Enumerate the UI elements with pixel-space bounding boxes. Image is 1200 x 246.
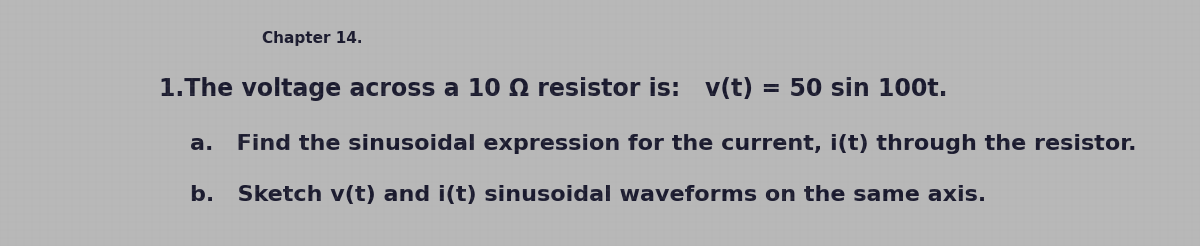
Text: a.   Find the sinusoidal expression for the current, i(t) through the resistor.: a. Find the sinusoidal expression for th…: [160, 134, 1136, 154]
Text: b.   Sketch v(t) and i(t) sinusoidal waveforms on the same axis.: b. Sketch v(t) and i(t) sinusoidal wavef…: [160, 185, 986, 205]
Text: Chapter 14.: Chapter 14.: [262, 31, 362, 46]
Text: 1.The voltage across a 10 Ω resistor is:   v(t) = 50 sin 100t.: 1.The voltage across a 10 Ω resistor is:…: [160, 77, 948, 101]
